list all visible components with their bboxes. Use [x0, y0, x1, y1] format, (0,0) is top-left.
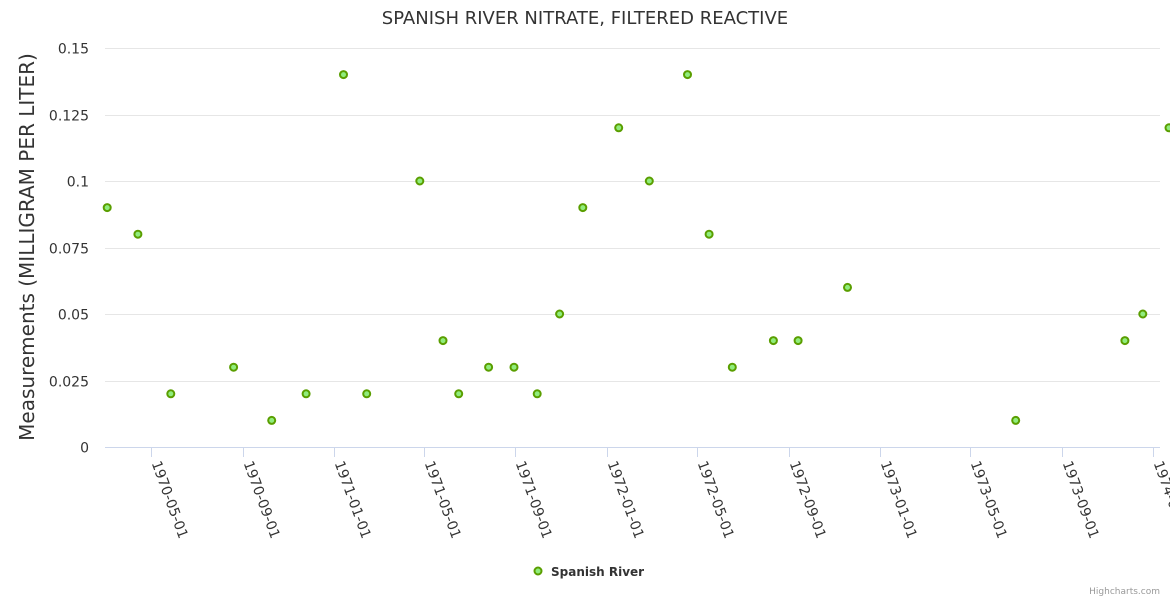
data-point[interactable]	[362, 389, 372, 399]
data-point[interactable]	[843, 282, 852, 292]
data-point[interactable]	[1011, 415, 1021, 425]
x-tick-label: 1971-05-01	[421, 459, 464, 541]
x-axis-ticks: 1970-05-01 1970-09-01 1971-01-01 1971-05-01…	[148, 447, 1170, 541]
y-tick-label: 0.15	[58, 42, 89, 58]
data-point[interactable]	[415, 176, 425, 186]
x-tick-label: 1972-09-01	[786, 459, 829, 541]
x-tick-label: 1972-05-01	[694, 459, 737, 541]
data-point[interactable]	[102, 203, 112, 213]
data-point[interactable]	[793, 336, 803, 346]
data-point[interactable]	[532, 389, 542, 399]
data-point[interactable]	[555, 309, 565, 319]
data-point[interactable]	[1138, 309, 1148, 319]
data-point[interactable]	[578, 203, 588, 213]
data-point[interactable]	[1164, 123, 1170, 133]
x-tick-label: 1970-05-01	[148, 459, 191, 541]
data-point[interactable]	[454, 389, 464, 399]
data-point[interactable]	[484, 362, 494, 372]
legend-marker[interactable]	[533, 566, 543, 576]
data-point[interactable]	[339, 70, 348, 80]
legend-label[interactable]: Spanish River	[551, 565, 644, 579]
data-point[interactable]	[133, 229, 143, 239]
data-point[interactable]	[704, 229, 714, 239]
y-tick-label: 0	[80, 441, 89, 457]
x-tick-label: 1973-05-01	[967, 459, 1010, 541]
x-tick-label: 1974-01-01	[1150, 459, 1170, 541]
y-axis-label: Measurements (MILLIGRAM PER LITER)	[15, 53, 39, 441]
y-tick-label: 0.05	[58, 308, 89, 324]
x-tick-label: 1972-01-01	[604, 459, 647, 541]
data-point[interactable]	[509, 362, 519, 372]
y-tick-label: 0.125	[49, 109, 89, 125]
data-point[interactable]	[166, 389, 176, 399]
x-tick-label: 1971-09-01	[512, 459, 555, 541]
data-point[interactable]	[683, 70, 692, 80]
chart-title: SPANISH RIVER NITRATE, FILTERED REACTIVE	[382, 8, 788, 29]
series-spanish-river[interactable]	[102, 70, 1170, 425]
y-tick-label: 0.1	[67, 175, 89, 191]
x-tick-label: 1970-09-01	[240, 459, 283, 541]
legend[interactable]: Spanish River	[533, 565, 645, 579]
data-point[interactable]	[267, 415, 277, 425]
data-point[interactable]	[614, 123, 624, 133]
x-tick-label: 1973-01-01	[877, 459, 920, 541]
data-point[interactable]	[727, 362, 737, 372]
y-axis-ticks: 0 0.025 0.05 0.075 0.1 0.125 0.15	[49, 42, 89, 457]
data-point[interactable]	[438, 336, 448, 346]
x-tick-label: 1973-09-01	[1059, 459, 1102, 541]
data-point[interactable]	[301, 389, 311, 399]
y-tick-label: 0.025	[49, 375, 89, 391]
data-point[interactable]	[644, 176, 654, 186]
data-point[interactable]	[1120, 336, 1130, 346]
y-tick-label: 0.075	[49, 242, 89, 258]
credits[interactable]: Highcharts.com	[1089, 587, 1160, 597]
grid	[105, 48, 1160, 382]
data-point[interactable]	[768, 336, 778, 346]
x-tick-label: 1971-01-01	[331, 459, 374, 541]
data-point[interactable]	[229, 362, 239, 372]
